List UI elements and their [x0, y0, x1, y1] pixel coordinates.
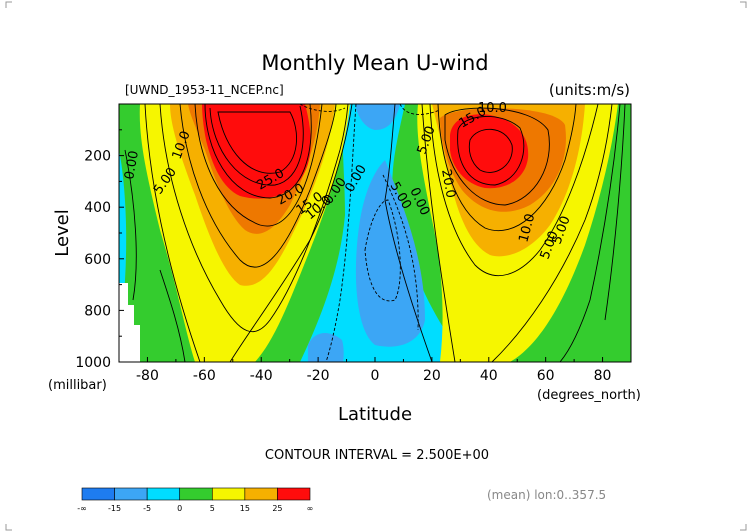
x-tick-label: 60	[537, 368, 555, 384]
sh-jet-red	[202, 104, 311, 199]
chart-title: Monthly Mean U-wind	[261, 51, 488, 75]
plot-area	[119, 104, 631, 362]
x-tick-label: -80	[136, 368, 159, 384]
y-axis-title: Level	[52, 209, 73, 257]
mean-note: (mean) lon:0..357.5	[487, 488, 606, 502]
colorbar-label: 15	[240, 504, 250, 513]
colorbar-swatch	[114, 487, 148, 501]
contour-interval-text: CONTOUR INTERVAL = 2.500E+00	[265, 448, 489, 463]
y-tick-label: 400	[84, 200, 111, 216]
y-tick-label: 200	[84, 149, 111, 165]
y-axis: 200 400 600 800 1000	[75, 129, 124, 371]
x-tick-label: -60	[193, 368, 216, 384]
colorbar-swatch	[146, 487, 181, 501]
contour-label: 10.0	[516, 212, 538, 244]
contour-label: 20.0	[438, 168, 458, 199]
x-tick-label: 0	[371, 368, 380, 384]
colorbar-swatch	[81, 487, 115, 501]
x-tick-label: -20	[307, 368, 330, 384]
left-edge-white	[119, 283, 140, 362]
surface-blue-patch	[308, 333, 344, 362]
x-tick-label: -40	[250, 368, 273, 384]
file-label: [UWND_1953-11_NCEP.nc]	[125, 83, 284, 97]
colorbar-label: ∞	[307, 504, 314, 513]
units-label: (units:m/s)	[549, 81, 630, 99]
colorbar-swatch	[277, 487, 311, 501]
easterly-core-blue	[355, 160, 425, 347]
x-tick-label: 80	[594, 368, 612, 384]
contour-lines	[124, 104, 626, 362]
contour-label: 10.0	[478, 101, 507, 116]
y-tick-label: 800	[84, 303, 111, 319]
colorbar-swatch	[179, 487, 213, 501]
x-axis: -80 -60 -40 -20 0 20 40 60 80	[136, 357, 611, 384]
y-axis-unit: (millibar)	[48, 378, 107, 393]
y-tick-label: 600	[84, 252, 111, 268]
x-axis-unit: (degrees_north)	[537, 388, 641, 403]
colorbar-label: -∞	[77, 504, 87, 513]
colorbar-label: 5	[210, 504, 215, 513]
colorbar: -∞ -15 -5 0 5 15 25 ∞	[77, 487, 314, 513]
colorbar-label: -15	[108, 504, 121, 513]
upper-blue-patch	[355, 104, 400, 130]
nh-jet-red	[450, 114, 529, 189]
colorbar-label: 25	[272, 504, 282, 513]
x-axis-title: Latitude	[338, 404, 412, 425]
colorbar-label: 0	[177, 504, 182, 513]
colorbar-label: -5	[143, 504, 151, 513]
corner-marks	[5, 1, 747, 531]
colorbar-swatch	[244, 487, 278, 501]
x-tick-label: 40	[480, 368, 498, 384]
y-tick-label: 1000	[75, 355, 111, 371]
x-tick-label: 20	[423, 368, 441, 384]
colorbar-swatch	[211, 487, 246, 501]
contour-label: 0.00	[122, 150, 142, 181]
